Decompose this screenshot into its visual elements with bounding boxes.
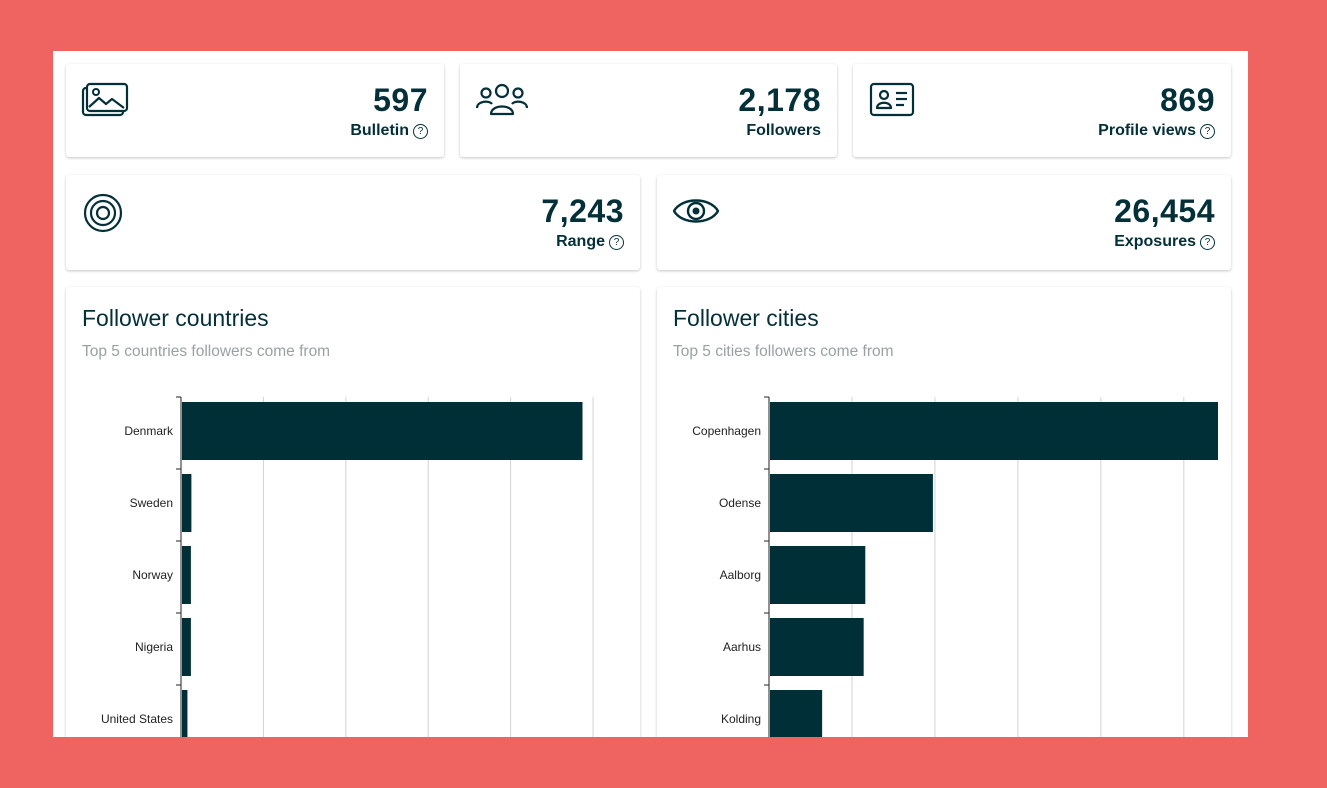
- stat-card-bulletin: 597 Bulletin ?: [66, 64, 444, 157]
- category-label: Norway: [132, 568, 173, 582]
- stat-label: Range ?: [556, 233, 624, 251]
- bar-copenhagen: [770, 402, 1218, 460]
- bar-odense: [770, 474, 933, 532]
- bar-norway: [182, 546, 191, 604]
- cities-bar-chart: Copenhagen Odense Aalborg Aarhus Kolding: [692, 396, 1218, 737]
- stat-card-range: 7,243 Range ?: [66, 175, 640, 270]
- category-label: Copenhagen: [692, 424, 761, 438]
- image-gallery-icon: [81, 82, 129, 117]
- category-label: Denmark: [124, 424, 174, 438]
- stat-label: Exposures ?: [1114, 233, 1215, 251]
- bar-sweden: [182, 474, 192, 532]
- stat-label: Followers: [746, 122, 821, 140]
- category-label: Nigeria: [135, 640, 173, 654]
- bar-aalborg: [770, 546, 866, 604]
- stat-label-text: Followers: [746, 122, 821, 139]
- dashboard-panel: 597 Bulletin ? 2,178 Followers: [53, 51, 1248, 737]
- category-label: Sweden: [130, 496, 173, 510]
- stat-card-followers: 2,178 Followers: [460, 64, 837, 157]
- stat-label-text: Profile views: [1098, 122, 1196, 139]
- bar-kolding: [770, 690, 823, 737]
- chart-card-countries: Follower countries Top 5 countries follo…: [66, 287, 640, 737]
- stat-label: Bulletin ?: [350, 122, 428, 140]
- stat-card-profile-views: 869 Profile views ?: [853, 64, 1231, 157]
- help-icon[interactable]: ?: [413, 123, 428, 139]
- category-label: Odense: [719, 496, 761, 510]
- chart-title: Follower cities: [673, 305, 819, 331]
- stat-label-text: Exposures: [1114, 233, 1196, 250]
- stat-value: 2,178: [738, 82, 821, 118]
- bar-nigeria: [182, 618, 191, 676]
- bar-united-states: [182, 690, 188, 737]
- help-icon[interactable]: ?: [609, 234, 624, 250]
- eye-icon: [672, 199, 720, 223]
- stat-value: 7,243: [541, 193, 624, 229]
- target-icon: [83, 193, 123, 233]
- stat-label: Profile views ?: [1098, 122, 1215, 140]
- stat-value: 597: [373, 82, 428, 118]
- category-label: United States: [101, 712, 173, 726]
- stat-label-text: Bulletin: [350, 122, 409, 139]
- stat-value: 26,454: [1114, 193, 1215, 229]
- stat-card-exposures: 26,454 Exposures ?: [657, 175, 1231, 270]
- users-group-icon: [475, 83, 529, 116]
- countries-bar-chart: Denmark Sweden Norway Nigeria United States: [101, 396, 594, 737]
- category-label: Aarhus: [723, 640, 761, 654]
- category-label: Aalborg: [720, 568, 761, 582]
- chart-title: Follower countries: [82, 305, 269, 331]
- bar-denmark: [182, 402, 583, 460]
- help-icon[interactable]: ?: [1200, 123, 1215, 139]
- chart-subtitle: Top 5 cities followers come from: [673, 343, 894, 360]
- stat-label-text: Range: [556, 233, 605, 250]
- bar-aarhus: [770, 618, 864, 676]
- category-label: Kolding: [721, 712, 761, 726]
- id-card-icon: [869, 82, 915, 117]
- stat-value: 869: [1160, 82, 1215, 118]
- chart-subtitle: Top 5 countries followers come from: [82, 343, 331, 360]
- help-icon[interactable]: ?: [1200, 234, 1215, 250]
- chart-card-cities: Follower cities Top 5 cities followers c…: [657, 287, 1231, 737]
